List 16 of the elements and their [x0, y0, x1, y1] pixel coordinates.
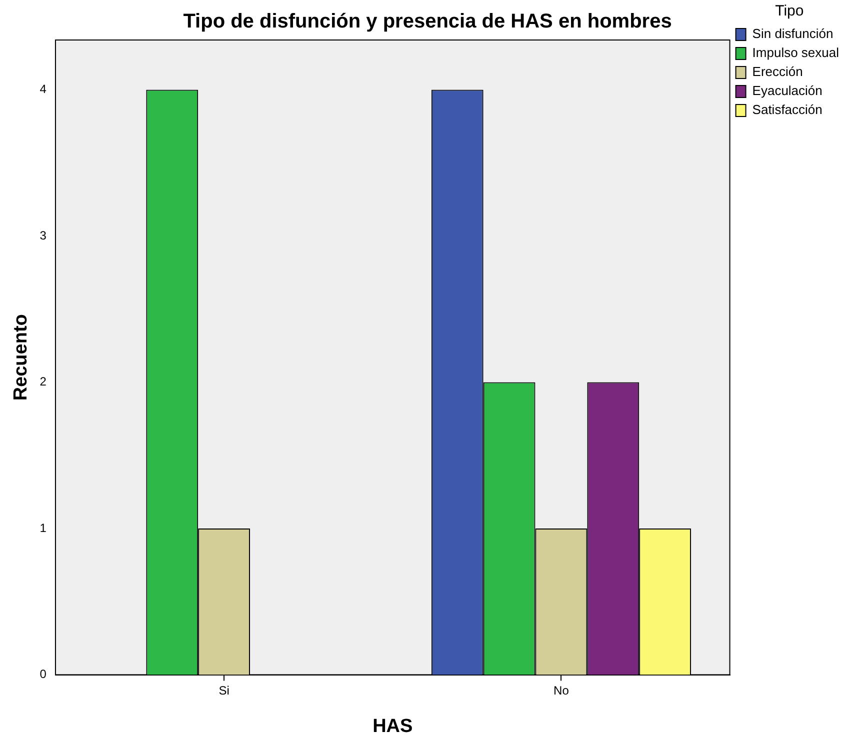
y-tick-label: 1	[40, 520, 47, 535]
x-tick-label: No	[554, 683, 570, 698]
x-axis-title: HAS	[372, 716, 413, 737]
y-axis-title: Recuento	[10, 314, 32, 401]
legend-label: Satisfacción	[752, 102, 822, 118]
y-tick-label: 0	[40, 667, 47, 682]
legend-label: Eyaculación	[752, 83, 822, 98]
y-tick-label: 2	[40, 374, 47, 389]
legend-label: Erección	[752, 64, 803, 80]
legend-label: Sin disfunción	[752, 26, 834, 42]
y-tick-label: 4	[40, 82, 47, 96]
legend-title: Tipo	[775, 2, 804, 20]
chart-title: Tipo de disfunción y presencia de HAS en hombres	[183, 10, 672, 33]
x-tick-label: Si	[218, 683, 230, 698]
y-tick-label: 3	[40, 228, 47, 242]
legend-label: Impulso sexual	[752, 45, 840, 60]
